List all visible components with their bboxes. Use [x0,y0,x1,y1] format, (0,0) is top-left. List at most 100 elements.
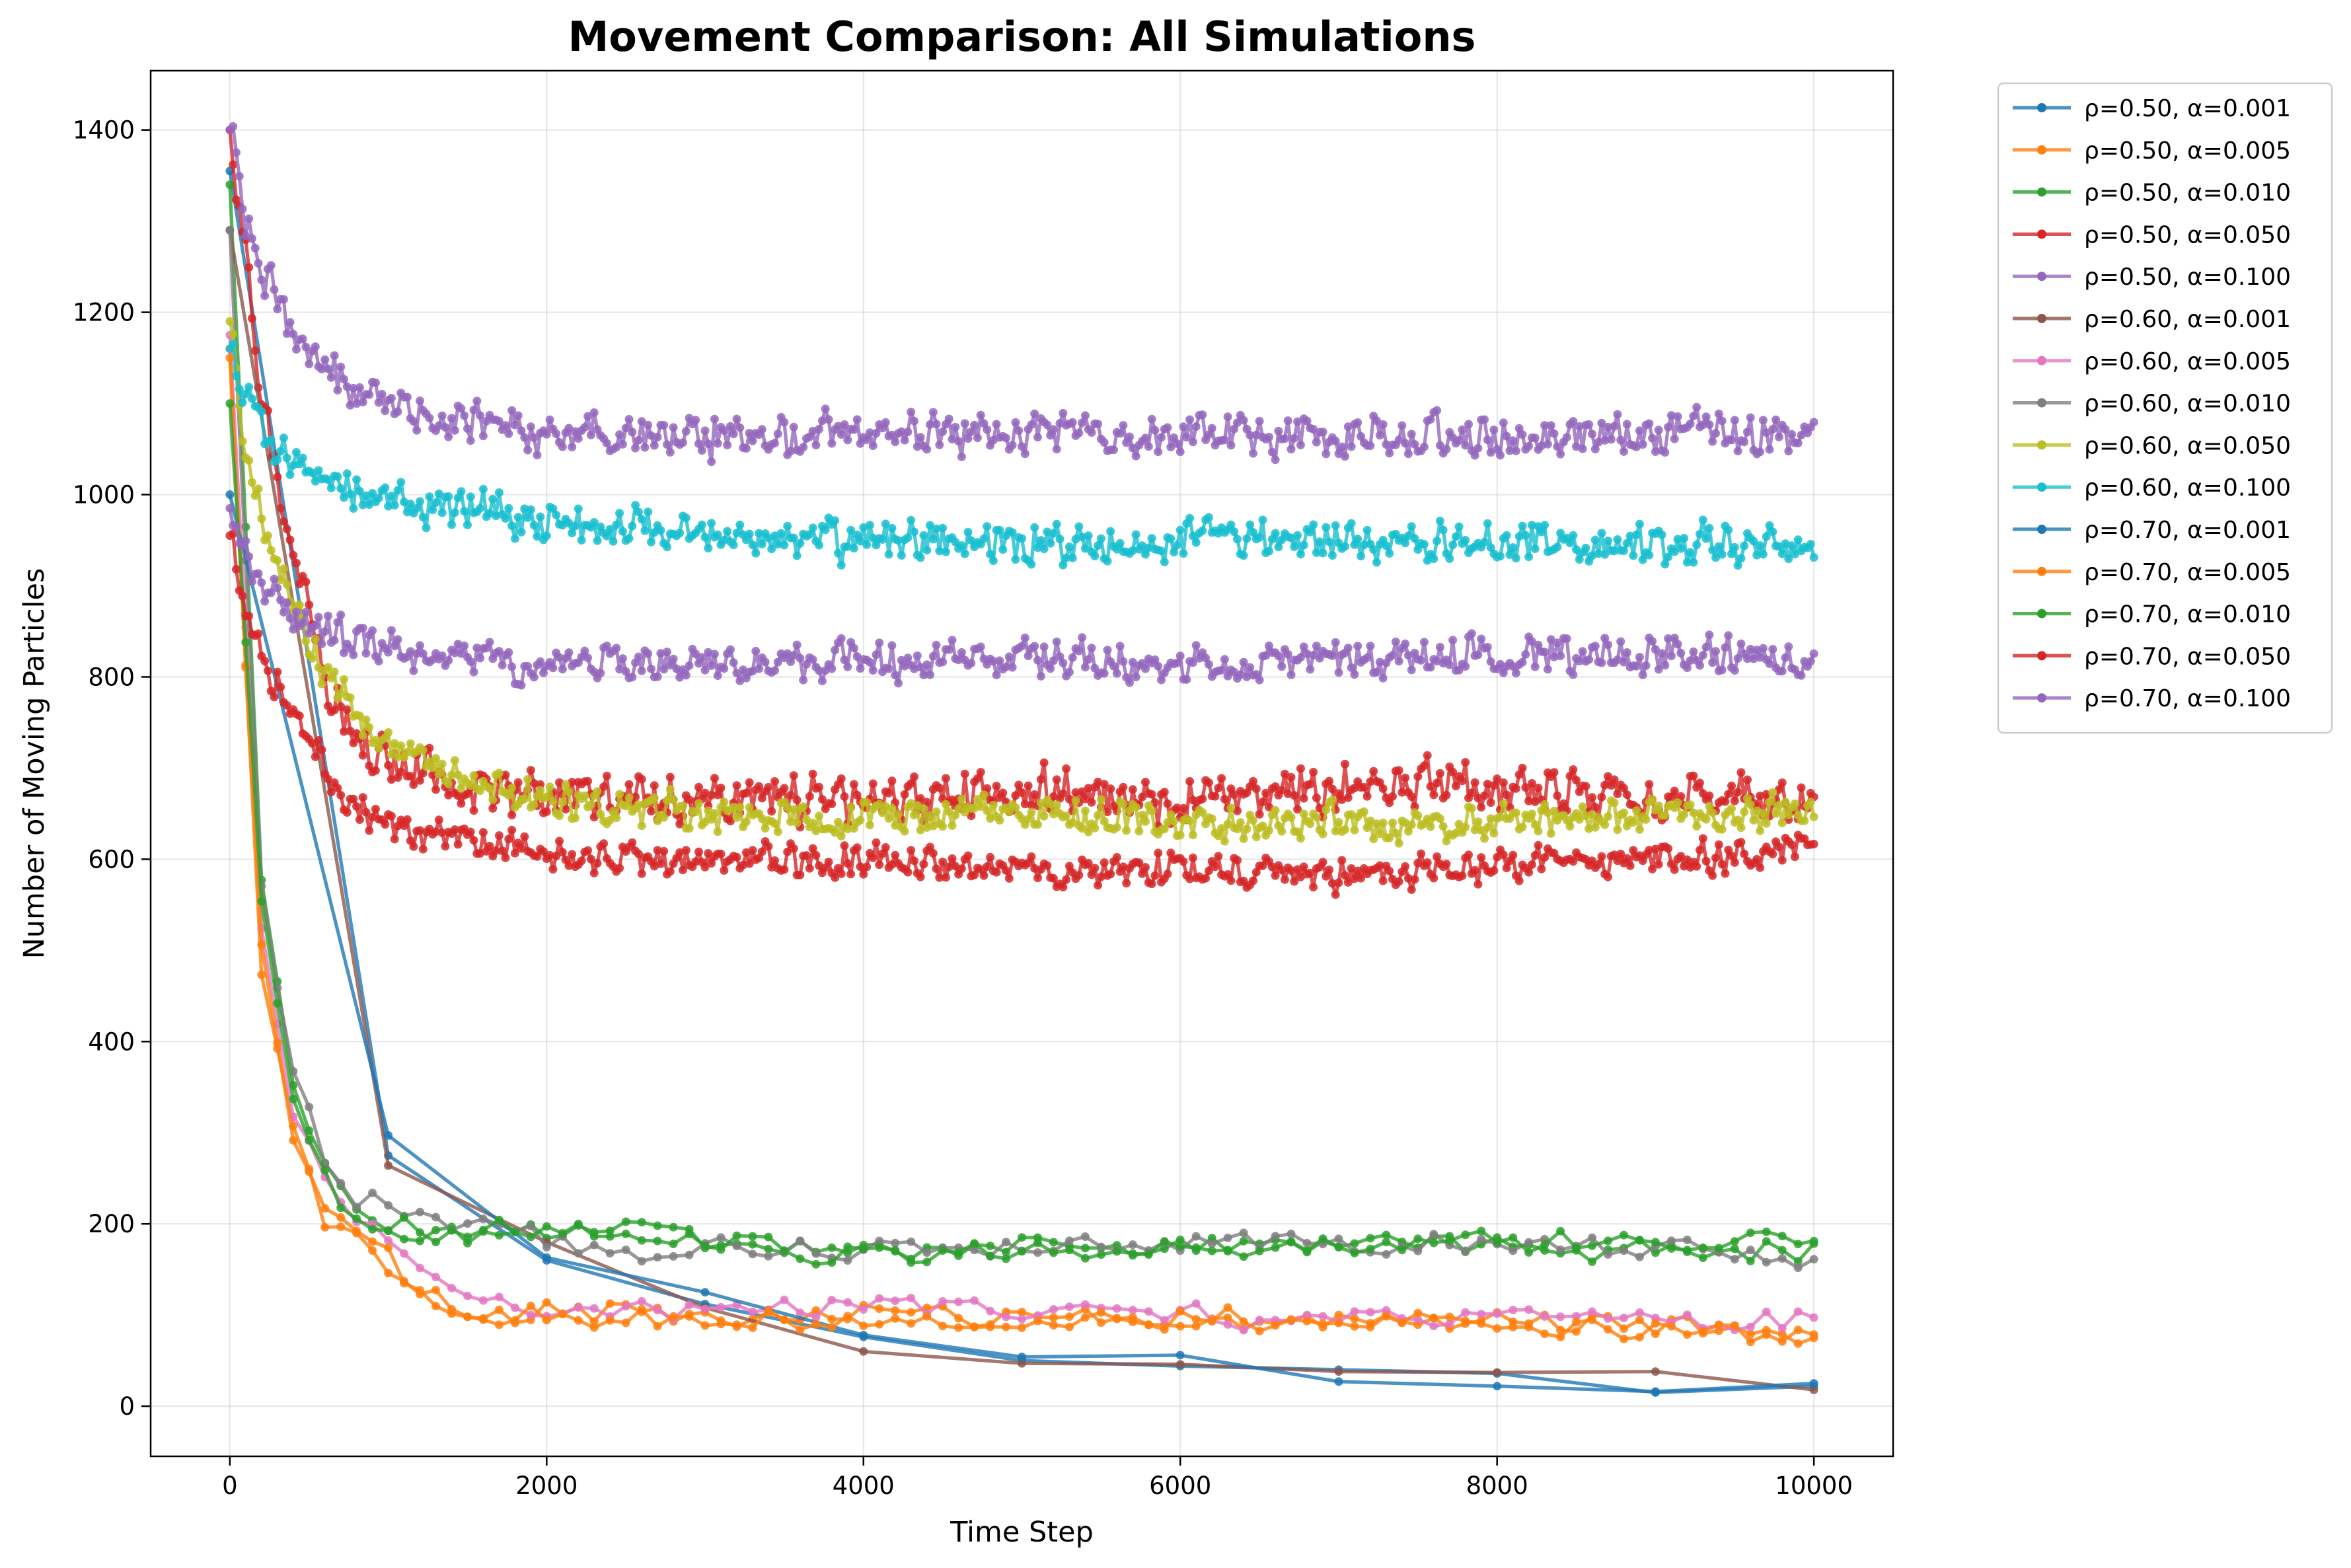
data-point [279,295,288,304]
y-tick-label: 1000 [73,481,135,509]
data-point [1109,445,1118,455]
data-point [1714,840,1723,849]
data-point [910,772,918,781]
data-point [1714,409,1723,418]
data-point [1078,824,1087,833]
data-point [783,847,792,856]
data-point [967,428,976,436]
data-point [545,782,554,792]
data-point [1588,1316,1596,1325]
data-point [346,693,355,702]
data-point [1059,560,1068,570]
data-point [1730,796,1739,805]
data-point [1220,837,1229,846]
data-point [1106,784,1115,794]
data-point [792,551,802,560]
data-point [390,642,399,651]
data-point [1461,758,1470,767]
data-point [1407,429,1416,439]
data-point [260,597,270,606]
data-point [441,842,450,851]
data-point [266,435,276,445]
data-point [932,524,941,533]
data-point [973,774,982,783]
series-9 [225,339,1818,570]
data-point [776,529,786,538]
data-point [349,504,358,513]
data-point [384,761,393,770]
data-point [513,411,523,420]
data-point [792,640,802,650]
data-point [1708,808,1717,817]
data-point [1438,822,1448,831]
data-point [1036,671,1045,681]
data-point [238,204,247,213]
data-point [1717,825,1727,834]
data-point [1588,1257,1596,1266]
data-point [976,642,985,652]
data-point [494,1215,504,1224]
data-point [1809,1330,1818,1339]
data-point [437,508,447,517]
data-point [311,621,320,630]
data-point [656,859,665,868]
data-point [466,827,475,837]
data-point [979,790,989,800]
data-point [1255,1246,1264,1255]
data-point [368,1246,377,1255]
data-point [796,870,805,879]
data-point [1736,639,1746,648]
data-point [773,827,782,837]
data-point [463,789,472,798]
data-point [1413,1315,1423,1324]
data-point [1322,449,1331,459]
data-point [628,673,637,682]
data-point [1172,658,1181,667]
data-point [1410,875,1419,884]
data-point [393,635,402,644]
data-point [1318,1319,1327,1328]
data-point [1518,763,1527,772]
data-point [298,334,307,344]
data-point [510,1303,519,1312]
data-point [831,646,840,655]
data-point [1223,412,1232,422]
data-point [685,824,694,833]
data-point [1746,1337,1755,1347]
data-point [232,565,241,574]
data-point [301,607,311,616]
data-point [336,1222,346,1232]
data-point [396,478,406,487]
data-point [1150,871,1160,880]
x-axis-ticks: 0 2000 4000 6000 8000 10000 [222,1456,1853,1500]
data-point [507,406,517,415]
data-point [270,692,279,702]
data-point [881,418,890,427]
data-point [1296,764,1305,773]
data-point [811,1259,821,1269]
data-point [1569,857,1578,866]
data-point [1451,829,1460,838]
data-point [872,650,881,659]
legend-swatch-marker [2037,693,2046,703]
data-point [507,811,517,819]
data-point [358,731,367,740]
data-point [589,1323,599,1332]
data-point [1768,850,1777,859]
data-point [1258,861,1267,870]
data-point [1277,786,1287,795]
data-point [960,419,969,428]
data-point [1467,788,1476,798]
data-point [1480,834,1489,843]
data-point [669,1222,678,1232]
data-point [494,647,504,655]
data-point [983,862,992,871]
data-point [1613,825,1622,835]
data-point [1654,665,1663,674]
data-point [856,862,865,872]
data-point [1556,449,1565,459]
data-point [1350,1322,1359,1331]
data-point [1708,437,1717,446]
x-tick-label: 8000 [1466,1472,1528,1500]
data-point [983,806,992,815]
